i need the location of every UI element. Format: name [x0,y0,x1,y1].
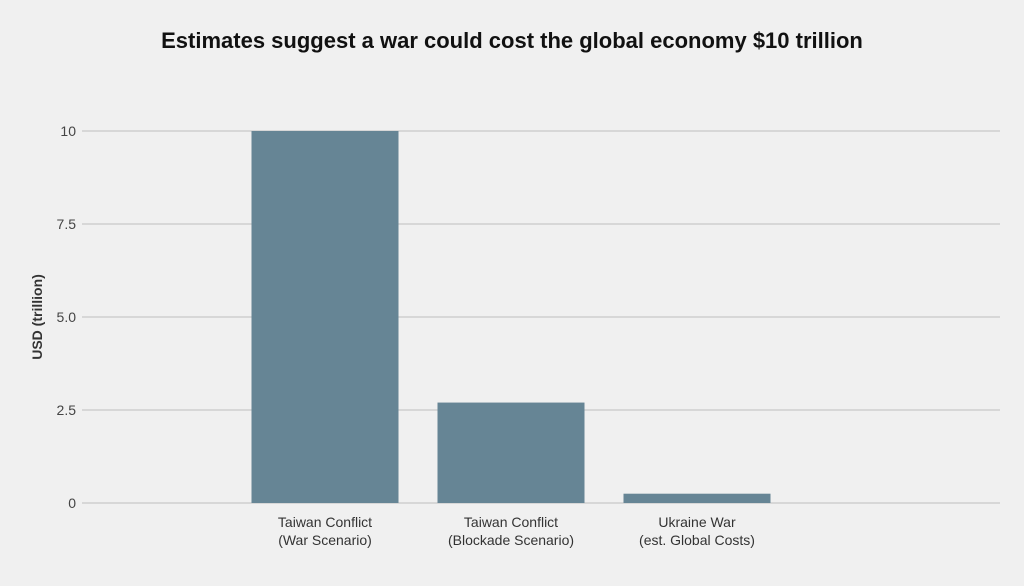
bar [623,493,771,503]
x-tick-label: Taiwan Conflict [278,514,372,530]
x-tick-label: (est. Global Costs) [639,532,755,548]
y-tick-label: 0 [68,495,76,511]
y-tick-label: 10 [60,123,76,139]
y-axis-label: USD (trillion) [29,274,45,360]
chart-title: Estimates suggest a war could cost the g… [161,28,863,53]
y-tick-label: 5.0 [57,309,77,325]
x-tick-label: (Blockade Scenario) [448,532,574,548]
y-tick-label: 7.5 [57,216,77,232]
x-tick-label: Ukraine War [658,514,736,530]
bar [251,131,399,503]
bar [437,402,585,503]
x-tick-label: (War Scenario) [278,532,372,548]
x-tick-label: Taiwan Conflict [464,514,558,530]
y-tick-label: 2.5 [57,402,77,418]
